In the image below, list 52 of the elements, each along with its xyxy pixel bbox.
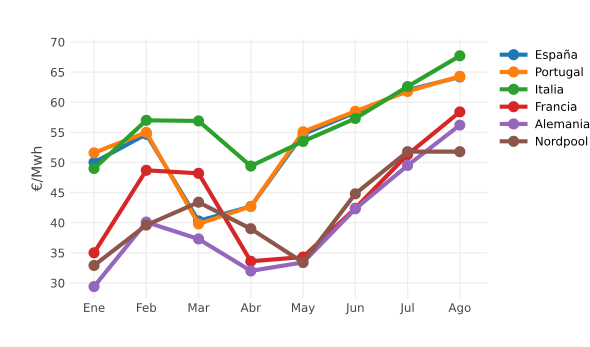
point <box>454 120 466 131</box>
point <box>245 223 256 234</box>
point <box>402 160 414 172</box>
point <box>298 126 309 138</box>
x-tick-label: May <box>292 303 315 314</box>
legend-label: Italia <box>536 84 563 94</box>
x-tick-label: Mar <box>188 303 210 312</box>
point <box>245 265 256 276</box>
point <box>192 233 204 245</box>
point <box>192 168 204 179</box>
x-tick-label: Ago <box>448 303 471 314</box>
point <box>350 112 361 124</box>
point <box>454 106 466 118</box>
x-tick-label: Abr <box>240 302 262 312</box>
point <box>402 81 414 92</box>
y-tick-label: 45 <box>50 188 64 198</box>
point <box>192 218 204 230</box>
point <box>454 146 466 158</box>
y-tick-label: 35 <box>51 248 64 258</box>
point <box>88 147 100 158</box>
point <box>140 164 152 176</box>
legend-label: Nordpool <box>536 136 588 148</box>
x-tick-label: Jun <box>345 303 364 314</box>
point <box>192 196 204 208</box>
point <box>192 115 204 126</box>
point <box>454 50 466 62</box>
y-tick-label: 70 <box>51 38 64 47</box>
point <box>402 146 414 158</box>
y-tick-label: 60 <box>50 98 64 107</box>
point <box>140 220 152 231</box>
point <box>88 162 100 174</box>
y-tick-label: 55 <box>51 128 64 138</box>
x-tick-label: Jul <box>400 302 414 314</box>
legend-label: Portugal <box>536 67 583 79</box>
y-tick-label: 65 <box>50 68 64 77</box>
legend-label: Francia <box>536 102 576 111</box>
point <box>88 247 100 258</box>
y-tick-label: 50 <box>51 158 64 168</box>
y-tick-label: 30 <box>51 278 64 288</box>
x-tick-label: Feb <box>137 302 156 312</box>
point <box>245 160 256 172</box>
point <box>88 281 100 292</box>
point <box>88 260 100 272</box>
point <box>350 188 361 200</box>
legend-label: España <box>536 50 577 62</box>
legend-label: Alemania <box>534 119 590 128</box>
x-tick-label: Ene <box>84 303 105 312</box>
point <box>298 136 309 147</box>
y-axis-title: €/Mwh <box>31 146 43 192</box>
y-tick-label: 40 <box>50 218 64 228</box>
point <box>140 114 152 126</box>
point <box>245 256 256 267</box>
